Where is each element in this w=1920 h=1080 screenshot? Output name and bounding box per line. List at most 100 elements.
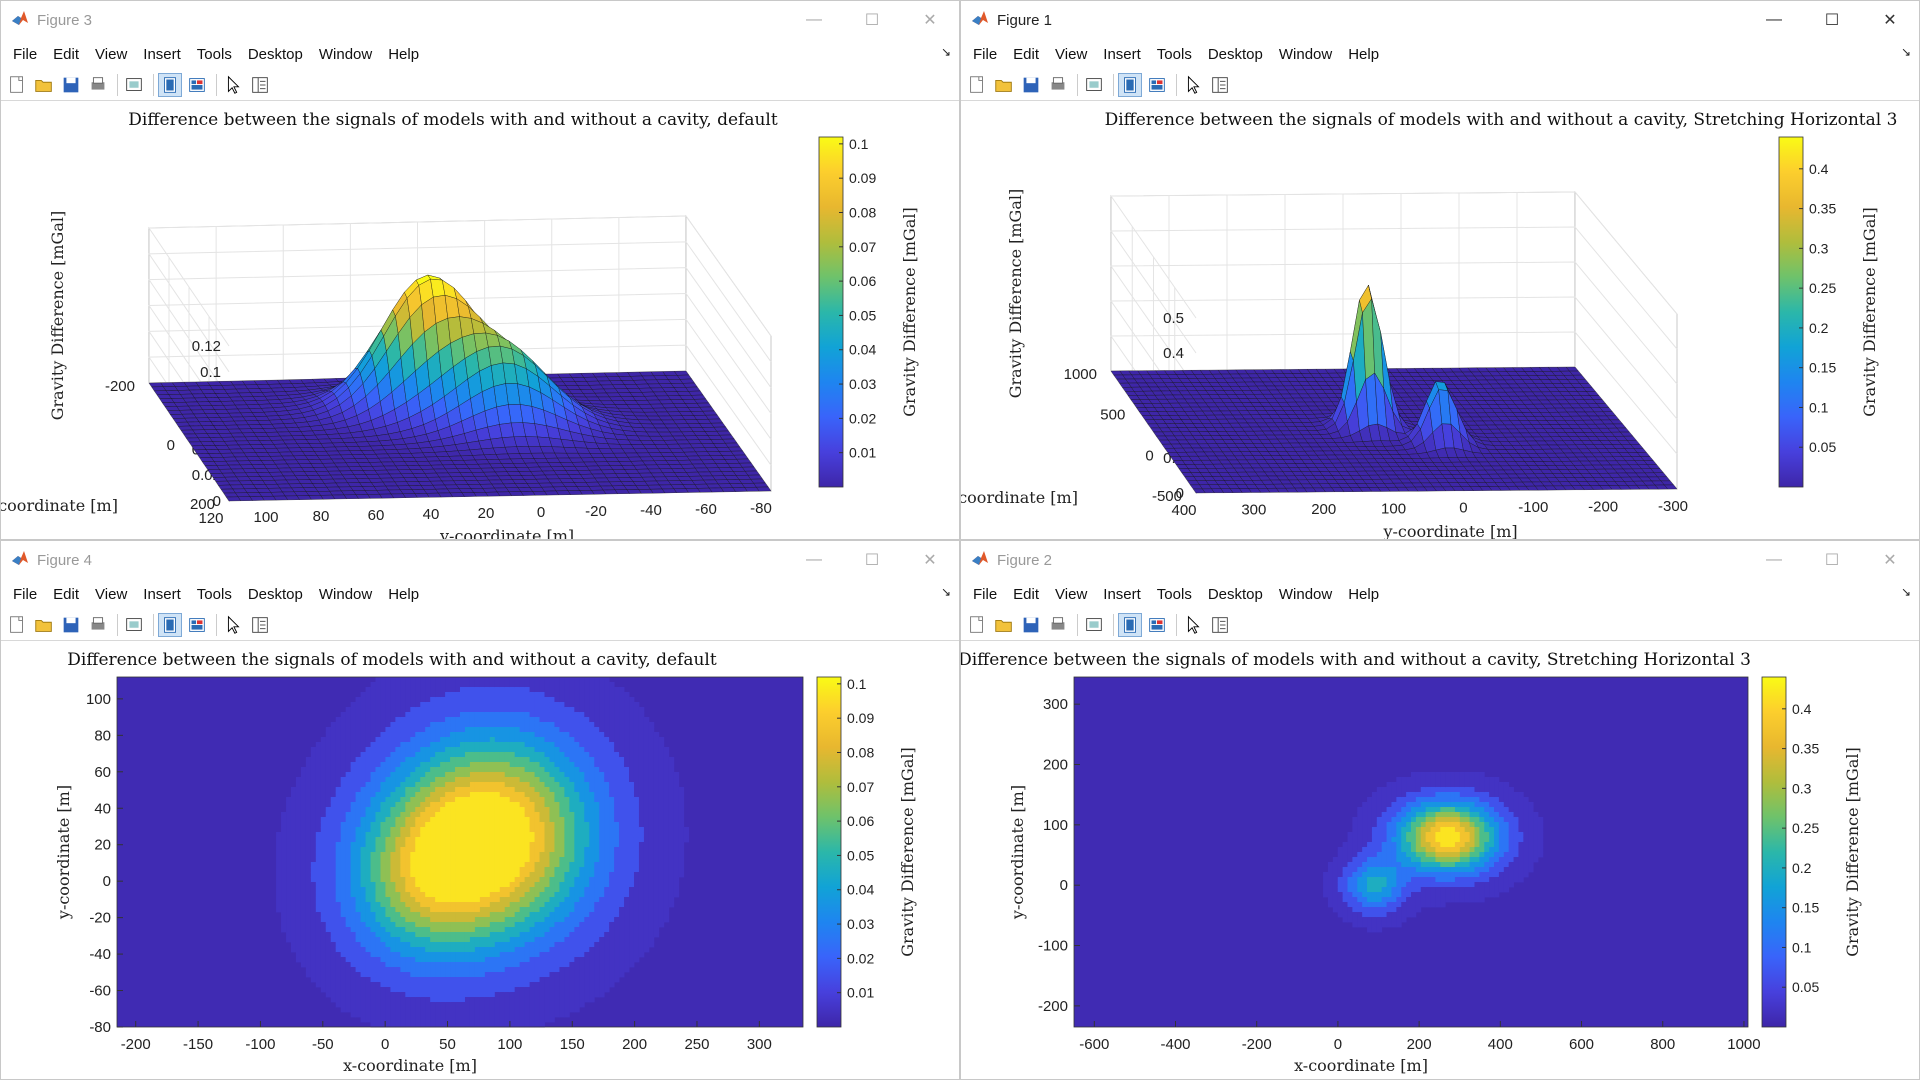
maximize-button[interactable]: ☐ (1824, 552, 1840, 569)
dock-figure-icon[interactable] (1118, 612, 1142, 637)
edit-plot-arrow-icon[interactable] (221, 73, 245, 97)
close-button[interactable]: ✕ (923, 552, 937, 569)
menu-tools[interactable]: Tools (196, 585, 232, 603)
open-file-icon[interactable] (32, 613, 56, 637)
open-file-icon[interactable] (992, 73, 1016, 97)
undock-arrow-icon[interactable]: ↘ (940, 45, 951, 59)
title-bar[interactable]: Figure 3 — ☐ ✕ (1, 1, 959, 39)
close-button[interactable]: ✕ (1883, 552, 1897, 569)
new-figure-icon[interactable] (5, 613, 29, 637)
link-plot-icon[interactable] (1082, 73, 1106, 97)
dock-figure-icon[interactable] (1118, 72, 1142, 97)
maximize-button[interactable]: ☐ (864, 552, 880, 569)
surface-mesh[interactable] (148, 274, 772, 502)
new-figure-icon[interactable] (5, 73, 29, 97)
menu-edit[interactable]: Edit (53, 45, 80, 63)
save-figure-icon[interactable] (59, 613, 83, 637)
menu-file[interactable]: File (13, 45, 38, 63)
maximize-button[interactable]: ☐ (1824, 12, 1840, 29)
menu-view[interactable]: View (95, 45, 128, 63)
edit-plot-arrow-icon[interactable] (1181, 73, 1205, 97)
link-plot-icon[interactable] (122, 613, 146, 637)
menu-edit[interactable]: Edit (1013, 45, 1040, 63)
menu-edit[interactable]: Edit (53, 585, 80, 603)
figure-window-w2[interactable]: Figure 2 — ☐ ✕ File Edit View Insert Tools De… (960, 540, 1920, 1080)
print-figure-icon[interactable] (1046, 73, 1070, 97)
link-plot-icon[interactable] (1082, 613, 1106, 637)
minimize-button[interactable]: — (806, 551, 822, 568)
menu-tools[interactable]: Tools (1156, 585, 1192, 603)
menu-desktop[interactable]: Desktop (247, 585, 303, 603)
menu-file[interactable]: File (13, 585, 38, 603)
undock-arrow-icon[interactable]: ↘ (1900, 45, 1911, 59)
menu-desktop[interactable]: Desktop (247, 45, 303, 63)
menu-help[interactable]: Help (388, 585, 420, 603)
property-editor-icon[interactable] (185, 613, 209, 637)
close-button[interactable]: ✕ (1883, 12, 1897, 29)
menu-window[interactable]: Window (1278, 585, 1333, 603)
plot-area[interactable]: Difference between the signals of models… (1, 101, 959, 539)
menu-window[interactable]: Window (1278, 45, 1333, 63)
new-figure-icon[interactable] (965, 73, 989, 97)
figure-window-w4[interactable]: Figure 4 — ☐ ✕ File Edit View Insert Tools De… (0, 540, 960, 1080)
figure-canvas[interactable]: Difference between the signals of models… (961, 101, 1920, 540)
figure-canvas[interactable]: Difference between the signals of models… (961, 641, 1920, 1080)
minimize-button[interactable]: — (806, 11, 822, 28)
dock-figure-icon[interactable] (158, 72, 182, 97)
undock-arrow-icon[interactable]: ↘ (1900, 585, 1911, 599)
minimize-button[interactable]: — (1766, 11, 1782, 28)
open-file-icon[interactable] (32, 73, 56, 97)
undock-arrow-icon[interactable]: ↘ (940, 585, 951, 599)
menu-view[interactable]: View (1055, 45, 1088, 63)
menu-edit[interactable]: Edit (1013, 585, 1040, 603)
plot-browser-icon[interactable] (248, 613, 272, 637)
maximize-button[interactable]: ☐ (864, 12, 880, 29)
plot-area[interactable]: Difference between the signals of models… (1, 641, 959, 1079)
menu-tools[interactable]: Tools (1156, 45, 1192, 63)
edit-plot-arrow-icon[interactable] (221, 613, 245, 637)
title-bar[interactable]: Figure 4 — ☐ ✕ (1, 541, 959, 579)
link-plot-icon[interactable] (122, 73, 146, 97)
plot-browser-icon[interactable] (1208, 613, 1232, 637)
menu-desktop[interactable]: Desktop (1207, 585, 1263, 603)
save-figure-icon[interactable] (1019, 73, 1043, 97)
menu-help[interactable]: Help (1348, 45, 1380, 63)
menu-window[interactable]: Window (318, 45, 373, 63)
surface-mesh[interactable] (1110, 284, 1678, 494)
menu-insert[interactable]: Insert (143, 585, 181, 603)
title-bar[interactable]: Figure 2 — ☐ ✕ (961, 541, 1919, 579)
plot-browser-icon[interactable] (248, 73, 272, 97)
open-file-icon[interactable] (992, 613, 1016, 637)
save-figure-icon[interactable] (1019, 613, 1043, 637)
plot-browser-icon[interactable] (1208, 73, 1232, 97)
figure-canvas[interactable]: Difference between the signals of models… (1, 101, 960, 540)
figure-canvas[interactable]: Difference between the signals of models… (1, 641, 960, 1080)
menu-file[interactable]: File (973, 45, 998, 63)
plot-area[interactable]: Difference between the signals of models… (961, 641, 1919, 1079)
colorbar[interactable]: 0.4 0.35 0.3 0.25 0.2 0.15 0.1 0.05 Gravity Diff… (1778, 136, 1879, 488)
close-button[interactable]: ✕ (923, 12, 937, 29)
edit-plot-arrow-icon[interactable] (1181, 613, 1205, 637)
menu-insert[interactable]: Insert (1103, 45, 1141, 63)
menu-view[interactable]: View (95, 585, 128, 603)
print-figure-icon[interactable] (86, 613, 110, 637)
property-editor-icon[interactable] (185, 73, 209, 97)
print-figure-icon[interactable] (86, 73, 110, 97)
menu-file[interactable]: File (973, 585, 998, 603)
colorbar[interactable]: 0.4 0.35 0.3 0.25 0.2 0.15 0.1 0.05 Gravity Diff… (1761, 676, 1862, 1028)
save-figure-icon[interactable] (59, 73, 83, 97)
colorbar[interactable]: 0.1 0.09 0.08 0.07 0.06 0.05 0.04 0.03 0.02 0.01 G… (816, 676, 917, 1028)
minimize-button[interactable]: — (1766, 551, 1782, 568)
new-figure-icon[interactable] (965, 613, 989, 637)
menu-window[interactable]: Window (318, 585, 373, 603)
figure-window-w1[interactable]: Figure 1 — ☐ ✕ File Edit View Insert Tools De… (960, 0, 1920, 540)
menu-view[interactable]: View (1055, 585, 1088, 603)
menu-insert[interactable]: Insert (143, 45, 181, 63)
menu-desktop[interactable]: Desktop (1207, 45, 1263, 63)
plot-area[interactable]: Difference between the signals of models… (961, 101, 1919, 539)
menu-help[interactable]: Help (388, 45, 420, 63)
print-figure-icon[interactable] (1046, 613, 1070, 637)
property-editor-icon[interactable] (1145, 73, 1169, 97)
menu-tools[interactable]: Tools (196, 45, 232, 63)
figure-window-w3[interactable]: Figure 3 — ☐ ✕ File Edit View Insert Tools De… (0, 0, 960, 540)
